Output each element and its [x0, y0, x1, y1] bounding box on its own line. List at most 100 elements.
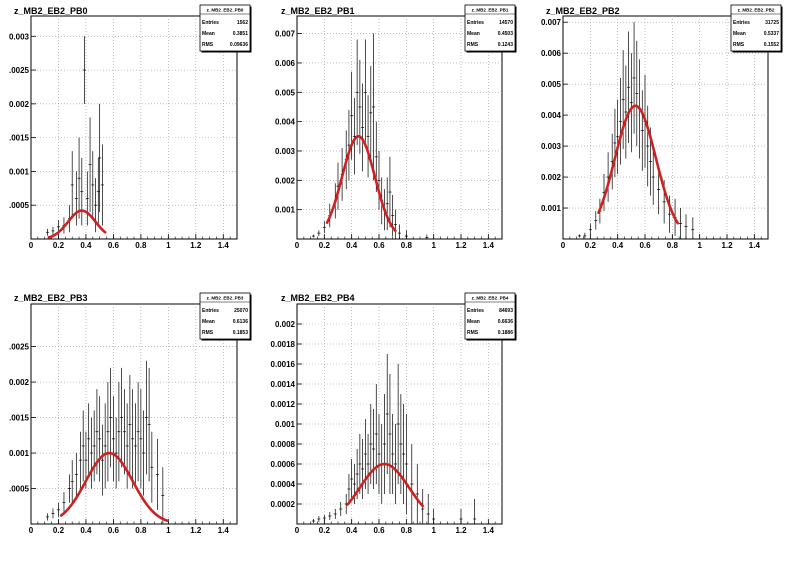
y-tick-label: .0005 — [9, 485, 30, 494]
stats-box: z_MB2_EB2_PB4 Entries 84693 Mean 0.6636 RMS 0.… — [464, 292, 517, 341]
plot-frame — [30, 15, 238, 240]
y-tick-label: 0.001 — [9, 449, 30, 458]
chart-title: z_MB2_EB2_PB0 — [14, 6, 88, 16]
stats-value-mean: 0.4503 — [498, 31, 514, 37]
stats-value-entries: 25070 — [234, 308, 248, 314]
y-tick-label: 0.0012 — [271, 400, 296, 409]
y-tick-label: .0005 — [9, 201, 30, 210]
y-tick-label: 0.002 — [275, 176, 296, 185]
stats-label-entries: Entries — [202, 308, 219, 314]
stats-value-rms: 0.1243 — [498, 42, 514, 48]
x-tick-label: 0.6 — [108, 526, 120, 535]
stats-name: z_MB2_EB2_PB1 — [472, 8, 509, 13]
stats-box-frame — [199, 292, 251, 340]
stats-name: z_MB2_EB2_PB3 — [207, 296, 244, 301]
x-tick-label: 0.8 — [667, 241, 679, 250]
stats-label-mean: Mean — [202, 31, 215, 37]
stats-box-frame — [464, 4, 516, 52]
x-tick-label: 1.2 — [721, 241, 733, 250]
stats-label-rms: RMS — [467, 42, 479, 48]
x-tick-label: 0.4 — [346, 526, 358, 535]
y-tick-label: 0.0006 — [271, 460, 296, 469]
y-tick-label: .0025 — [9, 343, 30, 352]
stats-box: z_MB2_EB2_PB3 Entries 25070 Mean 0.6136 RMS 0.… — [199, 292, 252, 341]
x-tick-label: 1.2 — [455, 526, 467, 535]
y-tick-label: 0.001 — [275, 206, 296, 215]
stats-label-entries: Entries — [202, 20, 219, 26]
x-tick-label: 0.4 — [80, 241, 92, 250]
y-tick-label: 0.0018 — [271, 340, 296, 349]
y-tick-label: 0.005 — [275, 88, 296, 97]
x-tick-label: 1.2 — [455, 241, 467, 250]
x-tick-label: 1.2 — [190, 526, 202, 535]
stats-value-mean: 0.3851 — [233, 31, 249, 37]
stats-box: z_MB2_EB2_PB0 Entries 1562 Mean 0.3851 RMS 0.0… — [199, 4, 252, 53]
x-tick-label: 1.4 — [749, 241, 761, 250]
plot-frame — [296, 15, 503, 240]
x-tick-label: 0.8 — [135, 241, 147, 250]
x-tick-label: 0 — [561, 241, 566, 250]
stats-value-mean: 0.6136 — [233, 319, 249, 325]
y-tick-label: 0.0016 — [271, 360, 296, 369]
fit-curve — [325, 135, 397, 233]
y-tick-label: 0.002 — [541, 173, 562, 182]
x-tick-label: 0.2 — [319, 241, 331, 250]
x-tick-label: 0.8 — [401, 241, 413, 250]
x-tick-label: 0.8 — [401, 526, 413, 535]
chart-title: z_MB2_EB2_PB4 — [281, 293, 355, 303]
stats-label-rms: RMS — [733, 42, 745, 48]
x-tick-label: 1 — [431, 526, 436, 535]
x-tick-label: 1.2 — [190, 241, 202, 250]
y-tick-label: 0.003 — [541, 142, 562, 151]
y-tick-label: 0.003 — [9, 32, 30, 41]
chart-title: z_MB2_EB2_PB1 — [281, 6, 355, 16]
y-tick-label: 0.001 — [9, 167, 30, 176]
x-tick-label: 0.6 — [373, 526, 385, 535]
stats-value-mean: 0.6636 — [498, 319, 514, 325]
stats-name: z_MB2_EB2_PB4 — [472, 296, 509, 301]
y-tick-label: 0.0002 — [271, 500, 296, 509]
stats-box: z_MB2_EB2_PB1 Entries 14570 Mean 0.4503 RMS 0.… — [464, 4, 517, 53]
x-tick-label: 0.2 — [585, 241, 597, 250]
y-tick-label: 0.004 — [541, 111, 562, 120]
chart-panel-3: 0 0.2 0.4 0.6 0.8 1 1.2 1.4 .0005 0.001 .0015 0.002… — [9, 292, 252, 535]
stats-value-entries: 31725 — [765, 20, 779, 26]
x-tick-label: 0.4 — [346, 241, 358, 250]
chart-title: z_MB2_EB2_PB2 — [546, 6, 620, 16]
y-tick-label: 0.004 — [275, 118, 296, 127]
y-tick-label: 0.006 — [541, 49, 562, 58]
stats-box-frame — [199, 4, 251, 52]
y-tick-label: .0025 — [9, 66, 30, 75]
stats-value-entries: 1562 — [237, 20, 248, 26]
y-tick-label: 0.002 — [9, 100, 30, 109]
y-tick-label: 0.0008 — [271, 440, 296, 449]
stats-label-rms: RMS — [202, 330, 214, 336]
stats-value-entries: 84693 — [499, 308, 513, 314]
y-tick-label: 0.006 — [275, 59, 296, 68]
stats-value-rms: 0.1552 — [764, 42, 780, 48]
x-tick-label: 0.2 — [53, 526, 65, 535]
x-tick-label: 1.4 — [218, 241, 230, 250]
stats-box-frame — [730, 4, 782, 52]
stats-label-mean: Mean — [202, 319, 215, 325]
x-tick-label: 1.4 — [483, 241, 495, 250]
x-tick-label: 1.4 — [483, 526, 495, 535]
stats-name: z_MB2_EB2_PB2 — [738, 8, 775, 13]
chart-panel-1: 0 0.2 0.4 0.6 0.8 1 1.2 1.4 0.001 0.002 0.003 0.004… — [275, 4, 517, 250]
stats-label-entries: Entries — [467, 20, 484, 26]
x-tick-label: 1.4 — [218, 526, 230, 535]
y-tick-label: 0.002 — [275, 320, 296, 329]
x-tick-label: 0.4 — [612, 241, 624, 250]
stats-value-entries: 14570 — [499, 20, 513, 26]
x-tick-label: 1 — [166, 241, 171, 250]
x-tick-label: 0.6 — [639, 241, 651, 250]
chart-panel-4: 0 0.2 0.4 0.6 0.8 1 1.2 1.4 0.0002 0.0004 0.0006 0.… — [271, 292, 517, 535]
x-tick-label: 0.2 — [319, 526, 331, 535]
y-tick-label: 0.0004 — [271, 480, 296, 489]
chart-panel-0: 0 0.2 0.4 0.6 0.8 1 1.2 1.4 .0005 0.001 .0015 0.002… — [9, 4, 252, 250]
stats-label-mean: Mean — [467, 31, 480, 37]
y-tick-label: 0.002 — [9, 378, 30, 387]
x-tick-label: 0 — [29, 526, 34, 535]
y-tick-label: 0.001 — [275, 420, 296, 429]
